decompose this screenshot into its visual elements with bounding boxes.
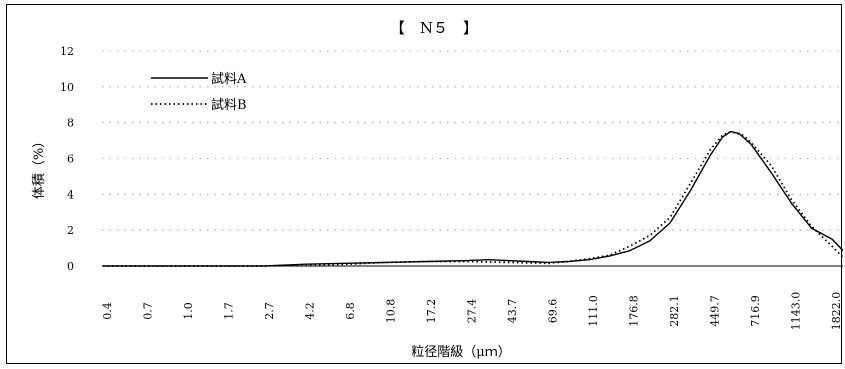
x-tick-label-12: 111.0 bbox=[587, 295, 600, 327]
x-tick-label-4: 2.7 bbox=[263, 302, 276, 320]
y-axis-ticks: 0 2 4 6 8 10 12 bbox=[60, 45, 74, 273]
chart-frame: 【 N５ 】 0 2 4 6 8 10 12 0.4 0.7 1.0 1.7 2.7 4.2 6.8 10… bbox=[6, 4, 843, 364]
legend: 試料A 試料B bbox=[151, 71, 247, 113]
x-tick-label-1: 0.7 bbox=[142, 302, 155, 320]
series-line-b bbox=[103, 130, 843, 267]
x-tick-label-13: 176.8 bbox=[628, 295, 641, 327]
y-tick-label-3: 6 bbox=[67, 153, 74, 166]
x-tick-label-18: 1822.0 bbox=[830, 292, 843, 331]
chart-title: 【 N５ 】 bbox=[390, 19, 478, 37]
chart-canvas: 【 N５ 】 0 2 4 6 8 10 12 0.4 0.7 1.0 1.7 2.7 4.2 6.8 10… bbox=[32, 19, 843, 360]
x-tick-label-3: 1.7 bbox=[223, 302, 236, 320]
x-tick-label-16: 716.9 bbox=[749, 295, 762, 327]
x-tick-label-5: 4.2 bbox=[304, 302, 317, 320]
y-tick-label-2: 4 bbox=[67, 188, 74, 201]
y-tick-label-4: 8 bbox=[67, 117, 74, 130]
x-axis-title: 粒径階級（μｍ） bbox=[411, 345, 510, 360]
y-tick-label-0: 0 bbox=[67, 260, 74, 273]
x-tick-label-7: 10.8 bbox=[385, 299, 398, 324]
legend-label-series-a: 試料A bbox=[211, 71, 247, 87]
x-tick-label-14: 282.1 bbox=[668, 295, 681, 327]
x-tick-label-8: 17.2 bbox=[425, 299, 438, 324]
x-tick-label-10: 43.7 bbox=[506, 299, 519, 324]
y-tick-label-1: 2 bbox=[67, 224, 74, 237]
y-axis-title: 体積（%） bbox=[32, 135, 47, 199]
x-tick-label-9: 27.4 bbox=[466, 299, 479, 324]
x-axis-ticks: 0.4 0.7 1.0 1.7 2.7 4.2 6.8 10.8 17.2 27.4 43.7 69.… bbox=[101, 292, 843, 331]
x-tick-label-15: 449.7 bbox=[709, 295, 722, 327]
x-tick-label-11: 69.6 bbox=[547, 299, 560, 324]
y-tick-label-5: 10 bbox=[60, 81, 74, 94]
x-tick-label-2: 1.0 bbox=[182, 302, 195, 320]
legend-label-series-b: 試料B bbox=[211, 97, 247, 113]
x-tick-label-6: 6.8 bbox=[344, 302, 357, 320]
y-tick-label-6: 12 bbox=[60, 45, 74, 58]
x-tick-label-0: 0.4 bbox=[101, 302, 114, 320]
series-lines bbox=[103, 130, 843, 267]
series-line-a bbox=[103, 130, 843, 267]
x-tick-label-17: 1143.0 bbox=[790, 292, 803, 331]
